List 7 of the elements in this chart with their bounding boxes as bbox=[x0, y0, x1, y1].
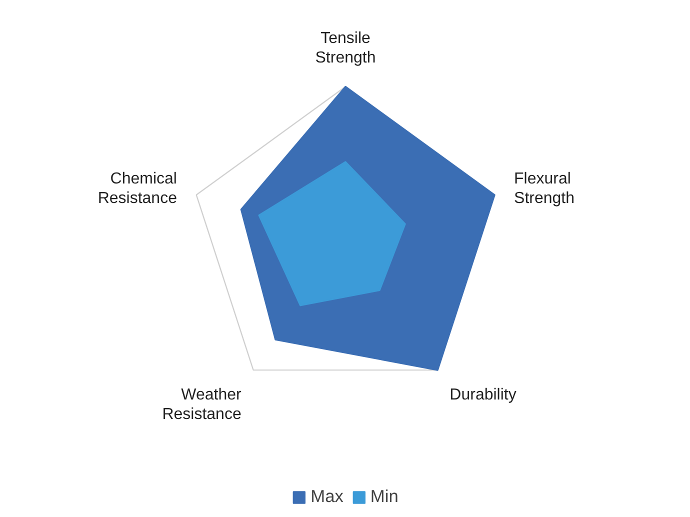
spoke-label: Tensile Strength bbox=[315, 30, 376, 66]
spoke-label: Flexural Strength bbox=[514, 170, 575, 207]
spoke-label: Chemical Resistance bbox=[98, 170, 178, 207]
legend-label: Min bbox=[370, 486, 398, 507]
legend-label: Max bbox=[310, 486, 344, 507]
spoke-label: Durability bbox=[450, 386, 516, 404]
spoke-label: Weather Resistance bbox=[162, 386, 242, 424]
